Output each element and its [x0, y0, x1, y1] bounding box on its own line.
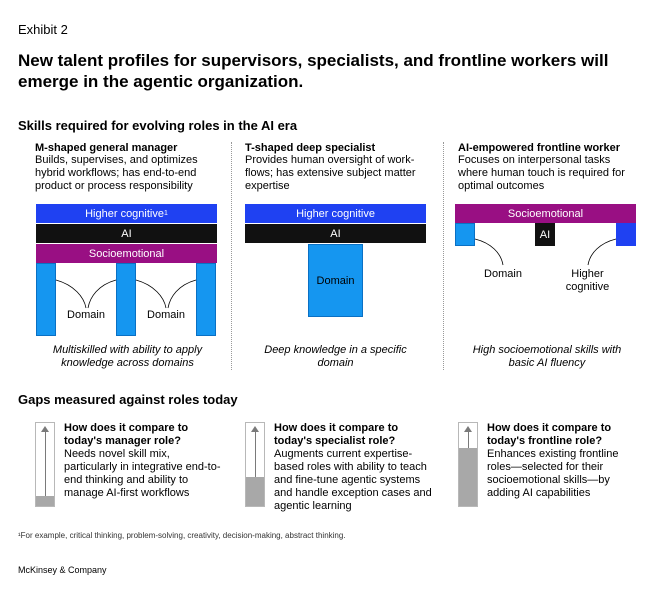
domain-label: Domain	[484, 268, 522, 280]
domain-stub	[455, 223, 475, 246]
column-t-shaped: T-shaped deep specialist Provides human …	[245, 142, 435, 193]
ai-bar: AI	[245, 224, 426, 243]
gap-text: How does it compare to today's frontline…	[487, 422, 642, 500]
column-title: AI-empowered frontline worker	[458, 142, 620, 154]
brand-label: McKinsey & Company	[18, 565, 107, 575]
arrow-up-icon	[464, 426, 472, 432]
ai-bar: AI	[36, 224, 217, 243]
gap-meter-stem	[45, 431, 46, 496]
stub-connectors	[474, 238, 617, 266]
column-title: M-shaped general manager	[35, 142, 178, 154]
higher-cognitive-bar: Higher cognitive	[245, 204, 426, 223]
column-m-shaped: M-shaped general manager Builds, supervi…	[35, 142, 225, 193]
gap-meter	[245, 422, 265, 507]
exhibit-label: Exhibit 2	[18, 22, 68, 37]
higher-cognitive-stub	[616, 223, 636, 246]
gap-meter-fill	[459, 448, 477, 506]
column-title: T-shaped deep specialist	[245, 142, 376, 154]
footnote-mark: 1	[163, 210, 168, 217]
gap-meter-stem	[255, 431, 256, 477]
gap-text: How does it compare to today's manager r…	[64, 422, 224, 500]
headline: New talent profiles for supervisors, spe…	[18, 51, 609, 91]
column-caption: High socioemotional skills with basic AI…	[472, 344, 622, 369]
arrow-up-icon	[41, 426, 49, 432]
ai-stub: AI	[535, 223, 555, 246]
gap-meter-fill	[36, 496, 54, 506]
skills-section-title: Skills required for evolving roles in th…	[18, 118, 298, 133]
gap-answer: Augments current expertise-based roles w…	[274, 448, 432, 512]
gap-meter-stem	[468, 431, 469, 448]
column-description: Focuses on interpersonal tasks where hum…	[458, 154, 625, 192]
column-description: Builds, supervises, and optimizes hybrid…	[35, 154, 198, 192]
column-caption: Multiskilled with ability to apply knowl…	[52, 344, 203, 369]
gap-question: How does it compare to today's specialis…	[274, 422, 399, 447]
gap-meter	[458, 422, 478, 507]
arrow-up-icon	[251, 426, 259, 432]
higher-cognitive-label: Higher cognitive	[565, 268, 610, 293]
socioemotional-bar: Socioemotional	[455, 204, 636, 223]
gap-answer: Enhances existing frontline roles—select…	[487, 448, 619, 499]
gaps-section-title: Gaps measured against roles today	[18, 392, 238, 407]
column-description: Provides human oversight of work-flows; …	[245, 154, 416, 192]
footnote: ¹For example, critical thinking, problem…	[18, 531, 346, 540]
domain-label: Domain	[147, 309, 185, 321]
column-ai-empowered: AI-empowered frontline worker Focuses on…	[458, 142, 648, 193]
socioemotional-bar: Socioemotional	[36, 244, 217, 263]
domain-pillar	[36, 263, 56, 336]
column-divider	[231, 142, 232, 370]
domain-pillar	[196, 263, 216, 336]
domain-connectors	[55, 279, 197, 309]
domain-label: Domain	[67, 309, 105, 321]
column-caption: Deep knowledge in a specific domain	[264, 344, 407, 369]
gap-answer: Needs novel skill mix, particularly in i…	[64, 448, 221, 499]
higher-cognitive-bar: Higher cognitive 1	[36, 204, 217, 223]
domain-block: Domain	[308, 244, 363, 317]
gap-question: How does it compare to today's frontline…	[487, 422, 612, 447]
gap-question: How does it compare to today's manager r…	[64, 422, 189, 447]
gap-text: How does it compare to today's specialis…	[274, 422, 434, 513]
column-divider	[443, 142, 444, 370]
bar-label: Higher cognitive	[85, 207, 164, 220]
domain-pillar	[116, 263, 136, 336]
gap-meter	[35, 422, 55, 507]
gap-meter-fill	[246, 477, 264, 506]
